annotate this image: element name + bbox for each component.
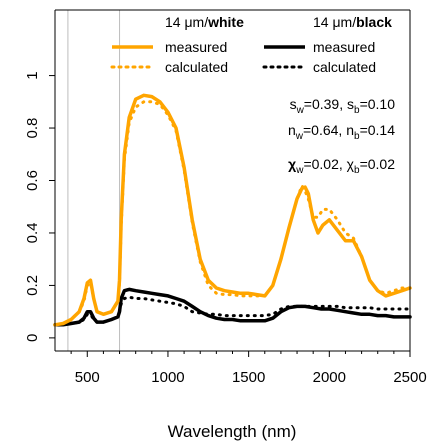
x-tick-label: 1500 — [232, 369, 265, 386]
annotation-chi: χw=0.02, χb=0.02 — [288, 156, 395, 176]
legend-heading-white: 14 μm/white — [165, 14, 244, 30]
x-tick-label: 1000 — [151, 369, 184, 386]
x-tick-label: 2500 — [393, 369, 426, 386]
legend-heading-white-normal: 14 μm/ — [165, 14, 208, 30]
series-black-calculated — [53, 295, 412, 327]
y-tick-label: 0 — [24, 334, 41, 342]
series-black-measured — [53, 287, 412, 327]
legend-heading-white-bold: white — [207, 14, 244, 30]
legend-label-white-calculated: calculated — [165, 59, 228, 75]
x-axis-title: Wavelength (nm) — [168, 422, 297, 441]
axes: 500 1000 1500 2000 2500 0 0.2 0.4 0.6 0.8 1 — [24, 9, 427, 386]
legend-label-black-measured: measured — [313, 39, 375, 55]
legend-heading-black-bold: black — [356, 14, 392, 30]
annotations: sw=0.39, sb=0.10 nw=0.64, nb=0.14 χw=0.0… — [288, 96, 395, 176]
legend-label-black-calculated: calculated — [313, 59, 376, 75]
legend-heading-black: 14 μm/black — [313, 14, 392, 30]
x-tick-label: 500 — [75, 369, 100, 386]
legend-label-white-measured: measured — [165, 39, 227, 55]
series-white-measured — [53, 93, 412, 327]
x-tick-label: 2000 — [313, 369, 346, 386]
annotation-s: sw=0.39, sb=0.10 — [290, 96, 396, 116]
y-tick-label: 0.8 — [24, 118, 41, 139]
y-tick-label: 1 — [24, 71, 41, 79]
y-tick-label: 0.4 — [24, 223, 41, 244]
annotation-n: nw=0.64, nb=0.14 — [288, 122, 395, 142]
y-ticks: 0 0.2 0.4 0.6 0.8 1 — [24, 71, 55, 342]
y-tick-label: 0.2 — [24, 275, 41, 296]
legend: 14 μm/white 14 μm/black measured calcula… — [110, 14, 392, 75]
legend-heading-black-normal: 14 μm/ — [313, 14, 356, 30]
x-ticks: 500 1000 1500 2000 2500 — [70, 351, 427, 386]
series-layer — [53, 93, 412, 327]
series-white-calculated — [53, 100, 412, 327]
y-tick-label: 0.6 — [24, 170, 41, 191]
